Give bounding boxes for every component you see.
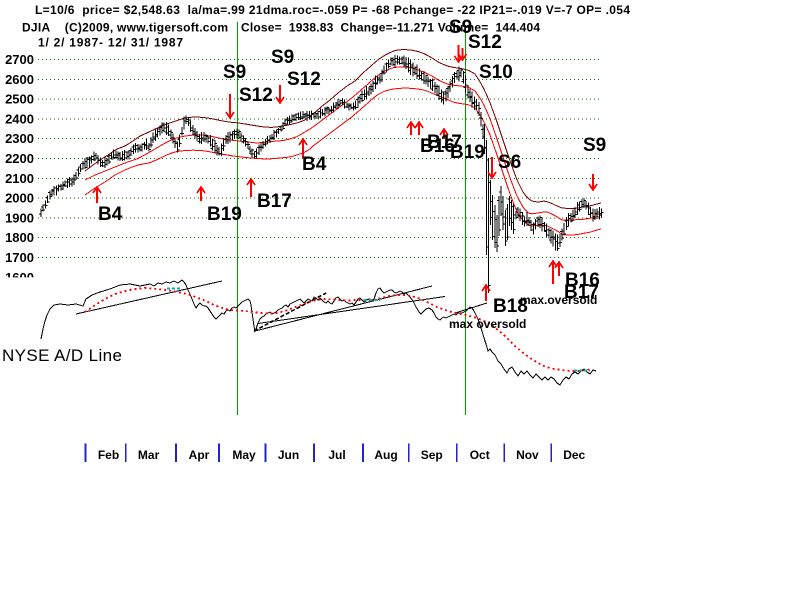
svg-text:S9: S9 xyxy=(583,135,606,156)
svg-text:1900: 1900 xyxy=(5,210,34,225)
svg-text:B17: B17 xyxy=(257,191,292,212)
svg-text:Feb: Feb xyxy=(98,448,119,462)
svg-text:2400: 2400 xyxy=(5,111,34,126)
svg-text:S12: S12 xyxy=(287,69,321,90)
svg-text:2200: 2200 xyxy=(5,151,34,166)
svg-text:2300: 2300 xyxy=(5,131,34,146)
svg-text:Close= 1938.83 Change=-11.27: Close= 1938.83 Change=-11.271 Volume= 14… xyxy=(241,21,540,35)
svg-text:Oct: Oct xyxy=(470,448,490,462)
svg-text:Nov: Nov xyxy=(516,448,539,462)
svg-text:2000: 2000 xyxy=(5,191,34,206)
svg-text:1/ 2/ 1987- 12/ 31/ 1987: 1/ 2/ 1987- 12/ 31/ 1987 xyxy=(38,36,183,50)
svg-text:S9: S9 xyxy=(271,47,294,68)
svg-text:2700: 2700 xyxy=(5,52,34,67)
svg-text:S12: S12 xyxy=(468,32,502,53)
svg-text:S9: S9 xyxy=(449,17,472,38)
svg-text:Jun: Jun xyxy=(278,448,299,462)
svg-text:B17: B17 xyxy=(564,282,599,303)
svg-text:S10: S10 xyxy=(479,62,513,83)
svg-text:B4: B4 xyxy=(302,154,327,175)
svg-text:Apr: Apr xyxy=(189,448,210,462)
svg-text:1600: 1600 xyxy=(5,270,34,285)
svg-text:1800: 1800 xyxy=(5,230,34,245)
svg-text:Aug: Aug xyxy=(374,448,397,462)
svg-text:May: May xyxy=(232,448,256,462)
svg-text:S9: S9 xyxy=(223,62,246,83)
svg-text:2100: 2100 xyxy=(5,171,34,186)
svg-text:S12: S12 xyxy=(239,85,273,106)
svg-text:Dec: Dec xyxy=(563,448,585,462)
svg-text:B18: B18 xyxy=(493,296,528,317)
svg-text:Mar: Mar xyxy=(138,448,160,462)
svg-text:DJIA (C)2009, www.tigersoft: DJIA (C)2009, www.tigersoft.com xyxy=(22,21,228,35)
svg-text:Jul: Jul xyxy=(328,448,345,462)
svg-text:1700: 1700 xyxy=(5,250,34,265)
svg-text:S6: S6 xyxy=(498,152,521,173)
svg-text:2500: 2500 xyxy=(5,92,34,107)
svg-text:B16: B16 xyxy=(565,270,600,291)
svg-text:B16: B16 xyxy=(420,136,455,157)
svg-text:max.oversold: max.oversold xyxy=(520,293,597,307)
svg-text:NYSE A/D Line: NYSE A/D Line xyxy=(2,346,122,365)
svg-text:Sep: Sep xyxy=(421,448,443,462)
svg-text:2600: 2600 xyxy=(5,72,34,87)
svg-text:max oversold: max oversold xyxy=(449,317,526,331)
svg-text:B19: B19 xyxy=(450,142,485,163)
svg-text:B19: B19 xyxy=(207,204,242,225)
svg-text:B17: B17 xyxy=(427,132,462,153)
svg-text:B4: B4 xyxy=(98,204,123,225)
svg-text:L=10/6 price= $2,548.63 la/m: L=10/6 price= $2,548.63 la/ma=.99 21dma.… xyxy=(35,3,630,17)
